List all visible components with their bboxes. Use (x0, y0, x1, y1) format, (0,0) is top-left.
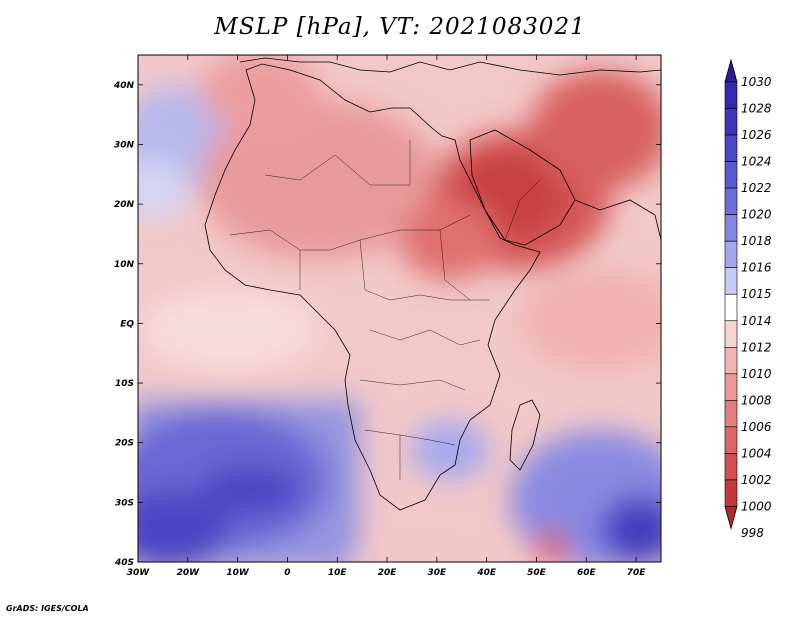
lon-tick-label: 10E (328, 568, 348, 578)
lat-tick-label: 20N (114, 200, 135, 210)
lon-tick-label: 0 (284, 568, 290, 578)
lon-tick-label: 70E (627, 568, 647, 578)
colorbar-label: 1014 (741, 314, 772, 328)
lat-tick-label: 10S (115, 379, 134, 389)
map-title: MSLP [hPa], VT: 2021083021 (214, 14, 586, 40)
colorbar-segment (724, 187, 738, 215)
colorbar-segment (724, 293, 738, 322)
colorbar-label: 1024 (741, 155, 772, 169)
colorbar-segment (724, 453, 738, 481)
lat-tick-label: 30S (115, 498, 134, 508)
longitude-axis: 30W 20W 10W 0 10E 20E 30E 40E 50E 60E 70E (127, 55, 647, 578)
colorbar-label: 1028 (741, 102, 772, 116)
colorbar-segment (724, 400, 738, 428)
colorbar-segment (724, 81, 738, 109)
colorbar-segment (724, 373, 738, 401)
colorbar-label: 1030 (741, 75, 772, 89)
colorbar-top-arrow (724, 58, 738, 83)
lon-tick-label: 60E (577, 568, 597, 578)
colorbar-label: 1026 (741, 128, 772, 142)
plot-frame (137, 54, 662, 563)
colorbar-bottom-arrow (724, 506, 738, 530)
colorbar-segment (724, 320, 738, 348)
lat-tick-label: EQ (120, 319, 134, 329)
colorbar-segment (724, 346, 738, 375)
lon-tick-label: 40E (476, 568, 497, 578)
colorbar-segment (724, 161, 738, 189)
lat-tick-label: 40N (113, 81, 135, 91)
lat-tick-label: 20S (115, 439, 134, 449)
lat-tick-label: 10N (114, 260, 135, 270)
colorbar-segment (724, 240, 738, 269)
colorbar-label: 1012 (741, 340, 772, 354)
country-borders (229, 140, 541, 480)
colorbar-label: 1010 (741, 367, 772, 381)
colorbar-label: 1018 (741, 234, 772, 248)
grads-credit: GrADS: IGES/COLA (6, 604, 89, 613)
lon-tick-label: 30W (127, 568, 151, 578)
colorbar-label: 1020 (741, 208, 772, 222)
lon-tick-label: 20E (378, 568, 398, 578)
latitude-axis: 40N 30N 20N 10N EQ 10S 20S 30S 40S (113, 81, 661, 568)
colorbar-label: 1016 (741, 261, 772, 275)
colorbar-label: 1006 (741, 420, 772, 434)
colorbar: 1030 1028 1026 1024 1022 1020 1018 1016 1015 1014… (724, 58, 772, 540)
colorbar-label: 1000 (741, 499, 772, 513)
colorbar-label: 1002 (741, 473, 772, 487)
coastlines (204, 57, 661, 511)
pressure-field (138, 55, 661, 562)
colorbar-segment (724, 108, 738, 136)
lon-tick-label: 30E (428, 568, 448, 578)
colorbar-segment (724, 479, 738, 507)
lon-tick-label: 10W (226, 568, 250, 578)
colorbar-label: 1004 (741, 446, 772, 460)
colorbar-label: 1008 (741, 393, 772, 407)
colorbar-segment (724, 134, 738, 162)
colorbar-segment (724, 267, 738, 295)
colorbar-label: 1022 (741, 181, 772, 195)
lon-tick-label: 20W (177, 568, 201, 578)
colorbar-segment (724, 426, 738, 454)
lat-tick-label: 30N (114, 140, 135, 150)
lat-tick-label: 40S (114, 558, 134, 568)
colorbar-label: 1015 (741, 287, 772, 301)
colorbar-segment (724, 214, 738, 242)
colorbar-label: 998 (741, 526, 764, 540)
lon-tick-label: 50E (527, 568, 547, 578)
